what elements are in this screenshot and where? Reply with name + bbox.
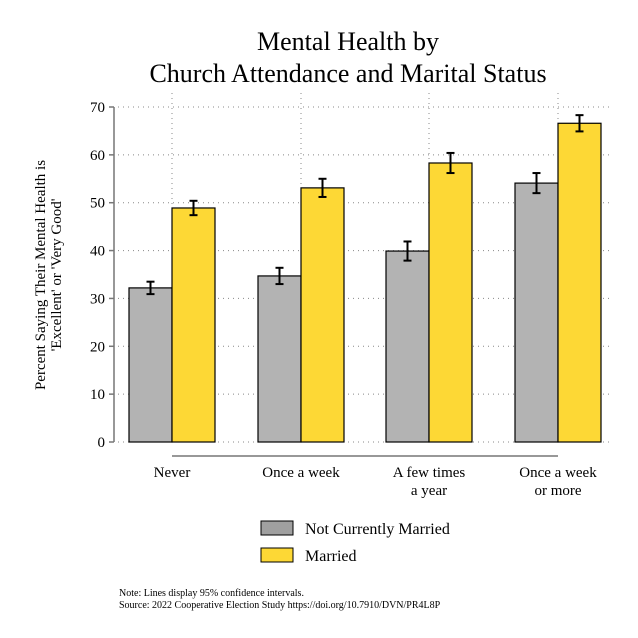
bar-married xyxy=(557,122,602,443)
bar-married xyxy=(171,207,216,443)
bar-not-married xyxy=(257,275,302,443)
x-tick-label: Never xyxy=(154,465,191,481)
y-tick-label: 30 xyxy=(90,291,105,307)
bar-not-married xyxy=(514,182,559,443)
y-axis-label-line1: Percent Saying Their Mental Health is xyxy=(33,160,49,390)
x-tick-label: Once a week xyxy=(262,465,340,481)
bar-not-married xyxy=(385,250,430,443)
legend-swatch-not-married xyxy=(260,520,294,536)
chart-title-line2: Church Attendance and Marital Status xyxy=(149,59,546,88)
legend: Not Currently Married Married xyxy=(260,520,450,565)
bar-married xyxy=(300,187,345,443)
note-text: Note: Lines display 95% confidence inter… xyxy=(119,588,304,599)
legend-label-not-married: Not Currently Married xyxy=(305,521,450,538)
x-tick-label: A few times xyxy=(393,465,466,481)
bar-not-married xyxy=(128,287,173,443)
legend-label-married: Married xyxy=(305,548,357,565)
y-tick-label: 70 xyxy=(90,100,105,116)
y-axis-label-line2: 'Excellent' or 'Very Good' xyxy=(49,198,65,351)
y-tick-label: 20 xyxy=(90,339,105,355)
x-tick-label: Once a week xyxy=(519,465,597,481)
y-tick-label: 40 xyxy=(90,244,105,260)
y-tick-label: 60 xyxy=(90,148,105,164)
x-tick-label: a year xyxy=(411,483,447,499)
bar-married xyxy=(428,162,473,443)
y-tick-label: 10 xyxy=(90,387,105,403)
legend-swatch-married xyxy=(260,547,294,563)
chart-title-line1: Mental Health by xyxy=(257,27,439,56)
source-text: Source: 2022 Cooperative Election Study … xyxy=(119,600,441,611)
x-tick-label: or more xyxy=(534,483,581,499)
y-tick-label: 0 xyxy=(98,435,106,451)
y-tick-label: 50 xyxy=(90,196,105,212)
